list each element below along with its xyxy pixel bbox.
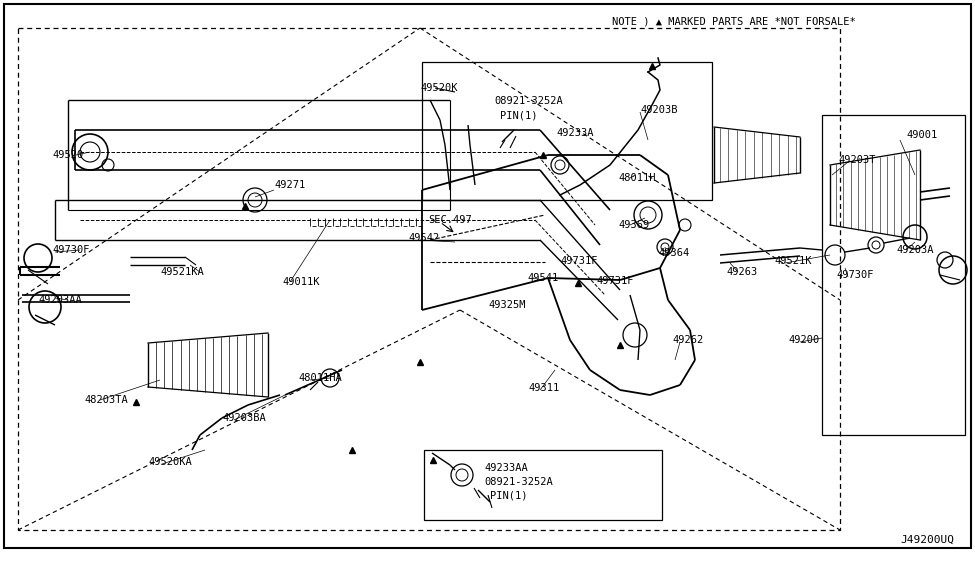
Text: 49311: 49311 bbox=[528, 383, 560, 393]
Text: 08921-3252A: 08921-3252A bbox=[494, 96, 563, 106]
Text: 49520: 49520 bbox=[52, 150, 83, 160]
Text: 49203AA: 49203AA bbox=[38, 295, 82, 305]
Text: 49731F: 49731F bbox=[560, 256, 598, 266]
Text: 49542: 49542 bbox=[408, 233, 440, 243]
Text: 49233A: 49233A bbox=[556, 128, 594, 138]
Text: 49203A: 49203A bbox=[896, 245, 933, 255]
Text: 49233AA: 49233AA bbox=[484, 463, 527, 473]
Text: 49011K: 49011K bbox=[282, 277, 320, 287]
Text: 49730F: 49730F bbox=[52, 245, 90, 255]
Text: 49263: 49263 bbox=[726, 267, 758, 277]
Text: 48011HA: 48011HA bbox=[298, 373, 342, 383]
Text: PIN(1): PIN(1) bbox=[500, 110, 537, 120]
Text: 49520K: 49520K bbox=[420, 83, 457, 93]
Text: 49203B: 49203B bbox=[640, 105, 678, 115]
Text: 49541: 49541 bbox=[527, 273, 559, 283]
Text: 49271: 49271 bbox=[274, 180, 305, 190]
Text: SEC.497: SEC.497 bbox=[428, 215, 472, 225]
Text: 49200: 49200 bbox=[788, 335, 819, 345]
Text: 49203T: 49203T bbox=[838, 155, 876, 165]
Text: 49325M: 49325M bbox=[488, 300, 526, 310]
Text: J49200UQ: J49200UQ bbox=[900, 535, 954, 545]
Text: 49262: 49262 bbox=[672, 335, 703, 345]
Text: 48203TA: 48203TA bbox=[84, 395, 128, 405]
Text: NOTE ) ▲ MARKED PARTS ARE *NOT FORSALE*: NOTE ) ▲ MARKED PARTS ARE *NOT FORSALE* bbox=[612, 17, 856, 27]
Text: 49521K: 49521K bbox=[774, 256, 811, 266]
Text: 49730F: 49730F bbox=[836, 270, 874, 280]
Bar bbox=[424, 450, 662, 520]
Text: 08921-3252A: 08921-3252A bbox=[484, 477, 553, 487]
Text: 49203BA: 49203BA bbox=[222, 413, 266, 423]
Text: 49520KA: 49520KA bbox=[148, 457, 192, 467]
Text: 49731F: 49731F bbox=[596, 276, 634, 286]
Text: 49364: 49364 bbox=[658, 248, 689, 258]
Text: 49369: 49369 bbox=[618, 220, 649, 230]
Bar bbox=[822, 115, 965, 435]
Text: 48011H: 48011H bbox=[618, 173, 655, 183]
Bar bbox=[422, 62, 712, 200]
Text: 49001: 49001 bbox=[906, 130, 937, 140]
Text: 49521KA: 49521KA bbox=[160, 267, 204, 277]
Bar bbox=[18, 28, 840, 530]
Text: PIN(1): PIN(1) bbox=[490, 491, 527, 501]
